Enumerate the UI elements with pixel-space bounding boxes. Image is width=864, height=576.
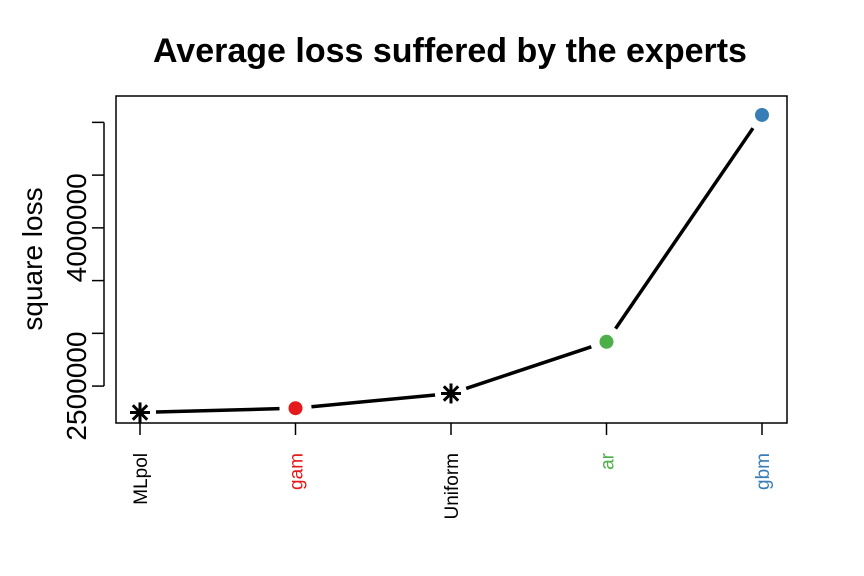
x-axis: MLpol gam Uniform ar gbm: [131, 423, 774, 520]
loss-series: [130, 107, 769, 423]
point-asterisk: [130, 402, 150, 423]
point-dot: [755, 107, 769, 122]
point-asterisk: [441, 383, 461, 404]
x-tick-label: ar: [598, 452, 619, 470]
plot-frame: [115, 95, 788, 424]
series-segment: [614, 127, 755, 330]
series-segment: [311, 393, 436, 409]
y-axis: 2500000 4000000: [61, 121, 105, 441]
y-axis-label: square loss: [17, 187, 48, 330]
point-dot: [599, 334, 614, 349]
series-segment: [155, 406, 280, 414]
chart-title: Average loss suffered by the experts: [153, 32, 747, 70]
x-tick-label: gbm: [753, 453, 774, 490]
y-tick-label: 2500000: [61, 332, 92, 441]
series-segment: [465, 345, 592, 391]
x-tick-label: Uniform: [442, 453, 463, 520]
x-tick-label: gam: [287, 453, 308, 490]
point-dot: [288, 401, 303, 416]
y-tick-label: 4000000: [61, 173, 92, 282]
x-tick-label: MLpol: [131, 453, 152, 505]
